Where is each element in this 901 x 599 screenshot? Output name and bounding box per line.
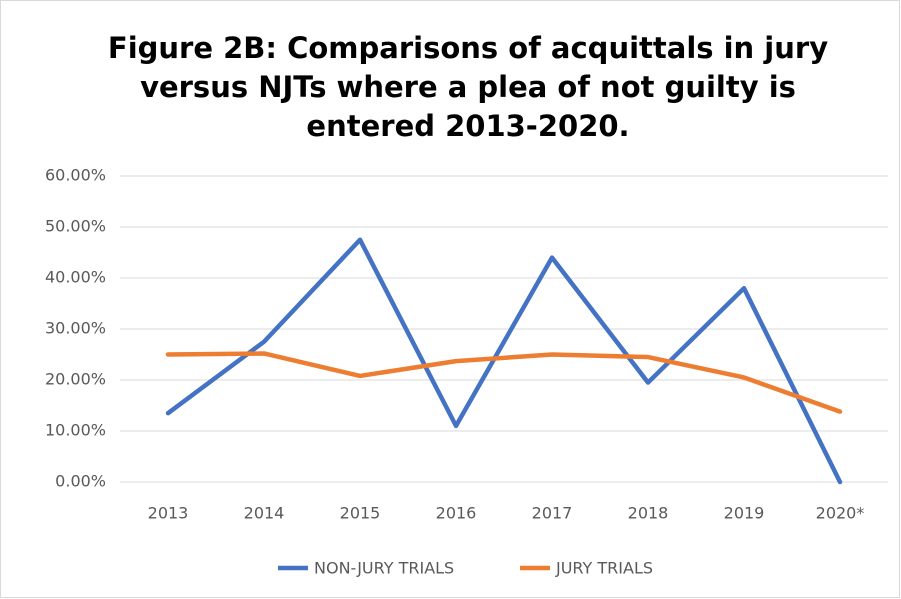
x-tick-label: 2016 bbox=[436, 504, 477, 523]
series-line bbox=[165, 237, 843, 485]
chart-title: Figure 2B: Comparisons of acquittals in … bbox=[108, 31, 828, 65]
x-tick-label: 2020* bbox=[816, 504, 865, 523]
x-tick-label: 2019 bbox=[724, 504, 765, 523]
y-tick-label: 10.00% bbox=[45, 421, 106, 440]
x-tick-label: 2014 bbox=[244, 504, 285, 523]
x-tick-label: 2015 bbox=[340, 504, 381, 523]
y-tick-label: 20.00% bbox=[45, 370, 106, 389]
y-tick-label: 0.00% bbox=[55, 472, 106, 491]
chart-title: entered 2013-2020. bbox=[306, 109, 629, 143]
y-tick-label: 30.00% bbox=[45, 319, 106, 338]
legend-label: NON-JURY TRIALS bbox=[314, 559, 454, 578]
x-tick-label: 2018 bbox=[628, 504, 669, 523]
y-tick-label: 60.00% bbox=[45, 166, 106, 185]
y-tick-label: 50.00% bbox=[45, 217, 106, 236]
x-tick-label: 2013 bbox=[148, 504, 189, 523]
x-tick-label: 2017 bbox=[532, 504, 573, 523]
y-tick-label: 40.00% bbox=[45, 268, 106, 287]
legend-label: JURY TRIALS bbox=[555, 559, 653, 578]
series-line bbox=[165, 351, 843, 414]
chart-title: versus NJTs where a plea of not guilty i… bbox=[140, 70, 796, 104]
